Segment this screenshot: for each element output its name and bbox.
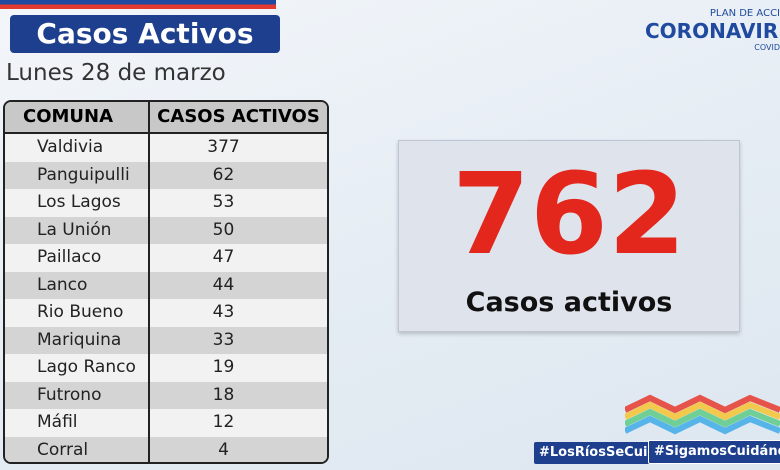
cell-count: 4 xyxy=(218,439,229,460)
table-row: Mariquina 33 xyxy=(5,326,327,354)
total-label: Casos activos xyxy=(465,287,673,318)
logo: PLAN DE ACCI CORONAVIRU COVID xyxy=(645,8,780,52)
cell-count: 43 xyxy=(212,302,235,322)
table-row: Valdivia 377 xyxy=(5,134,327,162)
table-row: Lanco 44 xyxy=(5,271,327,299)
table-row: La Unión 50 xyxy=(5,216,327,244)
hashtag: #SigamosCuidándon xyxy=(648,440,780,464)
cell-commune: Los Lagos xyxy=(5,189,150,217)
cell-commune: Mariquina xyxy=(5,326,150,354)
cell-commune: Máfil xyxy=(5,409,150,437)
cell-count: 62 xyxy=(212,164,235,185)
table-row: Corral 4 xyxy=(5,436,327,462)
table-row: Máfil 12 xyxy=(5,409,327,437)
cell-commune: Panguipulli xyxy=(5,161,150,189)
cell-count: 377 xyxy=(207,137,240,157)
cell-commune: Futrono xyxy=(5,381,150,409)
cell-count: 19 xyxy=(212,357,235,377)
table-row: Los Lagos 53 xyxy=(5,189,327,217)
header-row: COMUNA CASOS ACTIVOS xyxy=(5,102,327,134)
cell-commune: La Unión xyxy=(5,216,150,244)
logo-line: PLAN DE ACCI xyxy=(709,8,780,19)
title: Casos Activos xyxy=(10,15,280,53)
column-header: CASOS ACTIVOS xyxy=(157,106,320,127)
cell-count: 18 xyxy=(212,384,235,405)
cell-commune: Valdivia xyxy=(5,134,150,162)
cell-commune: Rio Bueno xyxy=(5,299,150,327)
table-row: Panguipulli 62 xyxy=(5,161,327,189)
cell-count: 47 xyxy=(212,247,235,267)
column-header: COMUNA xyxy=(5,102,150,132)
cell-commune: Paillaco xyxy=(5,244,150,272)
cell-count: 53 xyxy=(212,192,235,212)
logo-line: COVID xyxy=(754,43,780,52)
cell-count: 12 xyxy=(212,412,235,432)
logo-line: CORONAVIRU xyxy=(645,19,780,43)
hashtag: #LosRíosSeCuida xyxy=(534,442,671,464)
wave-decoration xyxy=(625,394,780,435)
cell-commune: Lago Ranco xyxy=(5,354,150,382)
table-row: Futrono 18 xyxy=(5,381,327,409)
table: COMUNA CASOS ACTIVOS Valdivia 377 Panguipull… xyxy=(3,100,329,464)
cell-count: 33 xyxy=(212,329,235,350)
table-row: Lago Ranco 19 xyxy=(5,354,327,382)
date: Lunes 28 de marzo xyxy=(6,60,226,86)
total-value: 762 xyxy=(452,150,686,280)
table-row: Paillaco 47 xyxy=(5,244,327,272)
cell-commune: Lanco xyxy=(5,271,150,299)
cell-commune: Corral xyxy=(5,436,150,462)
cell-count: 44 xyxy=(212,274,235,295)
total-box: 762 Casos activos xyxy=(398,140,740,332)
flag-stripe xyxy=(0,0,276,9)
cell-count: 50 xyxy=(212,219,235,240)
table-row: Rio Bueno 43 xyxy=(5,299,327,327)
